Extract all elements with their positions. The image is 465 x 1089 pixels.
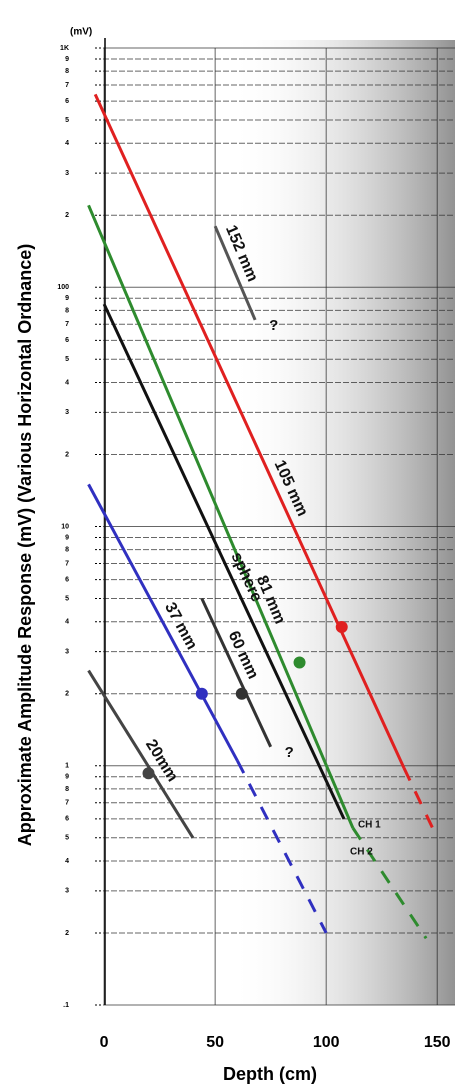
y-tick-label: 4 xyxy=(65,379,69,386)
y-tick-label: 8 xyxy=(65,786,69,793)
y-tick-label: 9 xyxy=(65,56,69,63)
y-tick-label: 4 xyxy=(65,140,69,147)
y-tick-label: 5 xyxy=(65,595,69,602)
y-tick-label: 6 xyxy=(65,816,69,823)
y-axis-label: Approximate Amplitude Response (mV) (Var… xyxy=(15,244,35,846)
series-marker xyxy=(196,688,208,700)
series-marker xyxy=(294,657,306,669)
annotation: CH 2 xyxy=(350,847,373,858)
y-tick-label: 9 xyxy=(65,774,69,781)
y-tick-label: 3 xyxy=(65,409,69,416)
series-note: CH 1 xyxy=(358,819,381,830)
y-tick-label: 1K xyxy=(60,45,69,52)
x-tick-label: 0 xyxy=(100,1034,109,1051)
y-tick-label: 6 xyxy=(65,576,69,583)
series-marker xyxy=(336,621,348,633)
y-tick-label: 8 xyxy=(65,547,69,554)
y-tick-label: 8 xyxy=(65,68,69,75)
y-tick-label: 7 xyxy=(65,800,69,807)
x-tick-label: 150 xyxy=(424,1034,451,1051)
series-note: ? xyxy=(285,744,294,761)
y-tick-label: 2 xyxy=(65,691,69,698)
y-tick-label: 3 xyxy=(65,888,69,895)
y-tick-label: 6 xyxy=(65,337,69,344)
y-tick-label: 4 xyxy=(65,619,69,626)
series-label: 37 mm xyxy=(161,600,200,653)
y-tick-label: 4 xyxy=(65,858,69,865)
y-tick-label: 100 xyxy=(57,284,69,291)
y-tick-label: 7 xyxy=(65,321,69,328)
y-unit: (mV) xyxy=(70,27,92,38)
series-marker xyxy=(236,688,248,700)
scan-shading xyxy=(230,40,455,1005)
series-marker xyxy=(143,767,155,779)
y-tick-label: 3 xyxy=(65,648,69,655)
series-note: ? xyxy=(269,317,278,334)
y-tick-label: 9 xyxy=(65,534,69,541)
x-axis-label: Depth (cm) xyxy=(223,1064,317,1084)
y-tick-label: 1 xyxy=(65,763,69,770)
y-tick-label: 2 xyxy=(65,212,69,219)
y-tick-label: 6 xyxy=(65,98,69,105)
y-tick-label: 2 xyxy=(65,930,69,937)
y-tick-label: .1 xyxy=(63,1002,69,1009)
x-tick-label: 50 xyxy=(206,1034,224,1051)
x-tick-label: 100 xyxy=(313,1034,340,1051)
y-tick-label: 3 xyxy=(65,170,69,177)
y-tick-label: 2 xyxy=(65,451,69,458)
y-tick-label: 8 xyxy=(65,307,69,314)
y-tick-label: 5 xyxy=(65,117,69,124)
y-tick-label: 10 xyxy=(61,523,69,530)
y-tick-label: 7 xyxy=(65,560,69,567)
y-tick-label: 7 xyxy=(65,82,69,89)
y-tick-label: 9 xyxy=(65,295,69,302)
chart: (mV) Depth (cm) Approximate Amplitude Re… xyxy=(0,0,465,1089)
y-tick-label: 5 xyxy=(65,356,69,363)
y-tick-label: 5 xyxy=(65,835,69,842)
